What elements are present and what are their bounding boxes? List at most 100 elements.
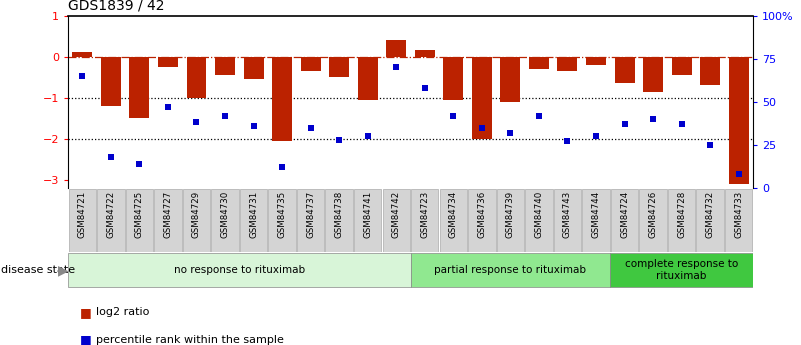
Text: GSM84724: GSM84724 [620, 191, 629, 238]
FancyBboxPatch shape [639, 189, 666, 252]
FancyBboxPatch shape [325, 189, 353, 252]
Text: GSM84735: GSM84735 [278, 191, 287, 238]
FancyBboxPatch shape [610, 253, 753, 287]
Bar [329, 57, 349, 77]
Point [646, 116, 659, 122]
Point [190, 120, 203, 125]
Text: GSM84726: GSM84726 [649, 191, 658, 238]
Point [504, 130, 517, 136]
Point [276, 165, 288, 170]
Text: ■: ■ [80, 333, 92, 345]
Bar [215, 57, 235, 75]
Bar [130, 57, 150, 118]
Point [332, 137, 345, 142]
Text: GSM84739: GSM84739 [506, 191, 515, 238]
Bar [501, 57, 521, 102]
Text: GSM84728: GSM84728 [677, 191, 686, 238]
FancyBboxPatch shape [183, 189, 210, 252]
Bar [700, 57, 720, 85]
Bar [472, 57, 492, 139]
Text: GSM84722: GSM84722 [107, 191, 115, 238]
FancyBboxPatch shape [525, 189, 553, 252]
Text: GSM84721: GSM84721 [78, 191, 87, 238]
Text: percentile rank within the sample: percentile rank within the sample [96, 335, 284, 345]
Point [390, 65, 403, 70]
FancyBboxPatch shape [611, 189, 638, 252]
Bar [272, 57, 292, 141]
Point [304, 125, 317, 130]
FancyBboxPatch shape [211, 189, 239, 252]
Point [732, 171, 745, 177]
Bar [415, 50, 435, 57]
Bar [158, 57, 178, 67]
FancyBboxPatch shape [155, 189, 182, 252]
Text: GSM84732: GSM84732 [706, 191, 714, 238]
Text: GSM84744: GSM84744 [591, 191, 601, 238]
Text: GSM84741: GSM84741 [363, 191, 372, 238]
Point [133, 161, 146, 167]
Text: GSM84723: GSM84723 [421, 191, 429, 238]
Text: GSM84737: GSM84737 [306, 191, 315, 238]
FancyBboxPatch shape [411, 189, 438, 252]
Text: GSM84733: GSM84733 [735, 191, 743, 238]
Bar [187, 57, 207, 98]
FancyBboxPatch shape [410, 253, 610, 287]
Point [704, 142, 717, 148]
Point [561, 139, 574, 144]
FancyBboxPatch shape [97, 189, 125, 252]
FancyBboxPatch shape [126, 189, 153, 252]
Point [476, 125, 489, 130]
Text: GSM84743: GSM84743 [563, 191, 572, 238]
Point [162, 104, 175, 110]
Bar [643, 57, 663, 91]
Text: disease state: disease state [1, 265, 75, 275]
Text: GSM84738: GSM84738 [335, 191, 344, 238]
Point [418, 85, 431, 91]
Bar [443, 57, 463, 100]
FancyBboxPatch shape [440, 189, 467, 252]
FancyBboxPatch shape [553, 189, 582, 252]
Point [590, 134, 602, 139]
FancyBboxPatch shape [69, 189, 96, 252]
Bar [244, 57, 264, 79]
Bar [300, 57, 320, 71]
Text: GSM84725: GSM84725 [135, 191, 144, 238]
Text: GSM84731: GSM84731 [249, 191, 258, 238]
Point [248, 123, 260, 129]
FancyBboxPatch shape [582, 189, 610, 252]
Bar [529, 57, 549, 69]
Bar [671, 57, 691, 75]
Text: GSM84734: GSM84734 [449, 191, 458, 238]
FancyBboxPatch shape [383, 189, 410, 252]
Text: ▶: ▶ [58, 263, 68, 277]
Point [76, 73, 89, 79]
FancyBboxPatch shape [696, 189, 724, 252]
Point [675, 121, 688, 127]
Text: GSM84736: GSM84736 [477, 191, 486, 238]
FancyBboxPatch shape [68, 253, 410, 287]
Point [219, 113, 231, 118]
Point [533, 113, 545, 118]
FancyBboxPatch shape [239, 189, 268, 252]
Text: GSM84727: GSM84727 [163, 191, 172, 238]
Point [104, 154, 117, 160]
FancyBboxPatch shape [468, 189, 496, 252]
FancyBboxPatch shape [297, 189, 324, 252]
Text: GDS1839 / 42: GDS1839 / 42 [68, 0, 164, 13]
Text: no response to rituximab: no response to rituximab [174, 265, 305, 275]
Bar [557, 57, 578, 71]
Text: partial response to rituximab: partial response to rituximab [434, 265, 586, 275]
FancyBboxPatch shape [725, 189, 752, 252]
Text: complete response to
rituximab: complete response to rituximab [625, 259, 739, 281]
Bar [614, 57, 634, 83]
Point [361, 134, 374, 139]
Text: GSM84729: GSM84729 [192, 191, 201, 238]
Bar [729, 57, 749, 184]
Bar [101, 57, 121, 106]
Bar [386, 40, 406, 57]
Point [618, 121, 631, 127]
FancyBboxPatch shape [497, 189, 524, 252]
Text: GSM84740: GSM84740 [534, 191, 543, 238]
FancyBboxPatch shape [268, 189, 296, 252]
Text: log2 ratio: log2 ratio [96, 307, 150, 317]
